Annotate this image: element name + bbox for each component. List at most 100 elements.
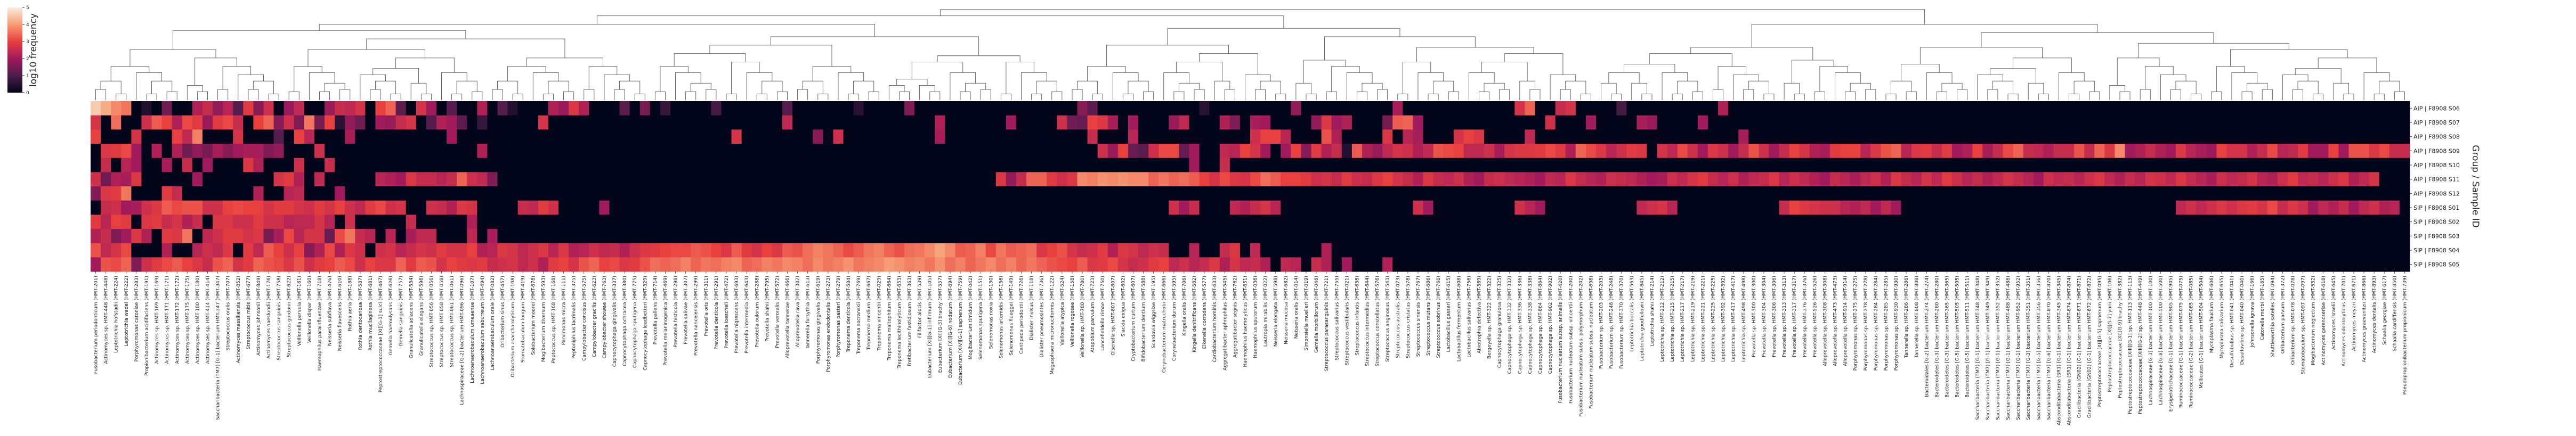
heatmap-cell — [2013, 158, 2024, 172]
heatmap-cell — [1443, 257, 1454, 272]
heatmap-cell — [1413, 229, 1423, 244]
heatmap-cell — [1148, 200, 1159, 215]
heatmap-cell — [2369, 158, 2380, 172]
heatmap-cell — [1179, 257, 1189, 272]
heatmap-cell — [1229, 200, 1241, 215]
heatmap-cell — [792, 144, 803, 159]
dendrogram-link — [1143, 91, 1154, 100]
heatmap-cell — [111, 115, 121, 130]
heatmap-cell — [1870, 144, 1881, 159]
heatmap-cell — [1067, 186, 1078, 201]
heatmap-cell — [579, 215, 589, 229]
heatmap-cell — [487, 158, 498, 172]
heatmap-cell — [1087, 257, 1098, 272]
heatmap-cell — [691, 200, 701, 215]
column-tick-label: Alloprevotella sp. HMT-308 (HMT-308) — [1822, 276, 1828, 366]
heatmap-cell — [1159, 186, 1169, 201]
heatmap-cell — [151, 200, 163, 215]
heatmap-cell — [1504, 172, 1515, 187]
heatmap-cell — [1473, 229, 1485, 244]
heatmap-cell — [751, 215, 763, 229]
heatmap-cell — [1463, 257, 1475, 272]
heatmap-cell — [863, 215, 874, 229]
heatmap-cell — [151, 144, 163, 159]
heatmap-cell — [843, 172, 854, 187]
heatmap-cell — [1392, 172, 1403, 187]
heatmap-cell — [1738, 144, 1749, 159]
heatmap-cell — [1647, 229, 1658, 244]
column-tick-label: Prevotella loescheii (HMT-472) — [724, 276, 730, 349]
heatmap-cell — [1931, 144, 1942, 159]
heatmap-cell — [1595, 186, 1607, 201]
heatmap-cell — [1240, 144, 1251, 159]
heatmap-cell — [1931, 129, 1942, 144]
column-tick-label: Kingella denitrificans (HMT-582) — [1192, 276, 1197, 352]
heatmap-cell — [1891, 115, 1902, 130]
dendrogram-link — [2262, 89, 2273, 100]
heatmap-cell — [1087, 101, 1098, 116]
heatmap-cell — [1677, 144, 1688, 159]
heatmap-cell — [1535, 144, 1546, 159]
heatmap-cell — [1769, 172, 1780, 187]
heatmap-cell — [2348, 229, 2360, 244]
heatmap-cell — [1962, 101, 1973, 116]
heatmap-cell — [782, 144, 793, 159]
column-tick-label: Peptostreptococcaceae [XI][G-7] yurii (H… — [2108, 276, 2113, 392]
heatmap-cell — [1911, 101, 1922, 116]
heatmap-cell — [1169, 229, 1179, 244]
heatmap-cell — [182, 129, 193, 144]
heatmap-cell — [2165, 115, 2176, 130]
heatmap-cell — [192, 144, 203, 159]
heatmap-cell — [1291, 129, 1301, 144]
column-tick-label: Centipeda periodontii (HMT-726) — [1019, 276, 1025, 354]
heatmap-cell — [1697, 172, 1708, 187]
heatmap-cell — [1291, 101, 1301, 116]
heatmap-cell — [619, 215, 630, 229]
heatmap-cell — [335, 144, 345, 159]
heatmap-cell — [1870, 101, 1881, 116]
heatmap-cell — [1240, 101, 1251, 116]
heatmap-cell — [528, 257, 539, 272]
heatmap-cell — [1575, 144, 1586, 159]
heatmap-cell — [406, 129, 417, 144]
heatmap-cell — [1219, 229, 1230, 244]
heatmap-cell — [731, 158, 742, 172]
heatmap-cell — [2003, 158, 2014, 172]
heatmap-cell — [650, 101, 661, 116]
heatmap-cell — [823, 229, 833, 244]
heatmap-cell — [2267, 215, 2278, 229]
heatmap-cell — [1382, 243, 1393, 258]
heatmap-cell — [1769, 115, 1780, 130]
heatmap-cell — [985, 215, 997, 229]
heatmap-cell — [681, 144, 691, 159]
heatmap-cell — [1372, 129, 1383, 144]
heatmap-cell — [1026, 101, 1037, 116]
heatmap-cell — [2379, 200, 2390, 215]
heatmap-cell — [619, 243, 630, 258]
heatmap-cell — [1260, 200, 1271, 215]
heatmap-cell — [2094, 172, 2105, 187]
heatmap-cell — [335, 257, 345, 272]
heatmap-cell — [965, 186, 976, 201]
heatmap-cell — [1728, 144, 1739, 159]
dendrogram-link — [129, 49, 216, 67]
heatmap-cell — [1036, 144, 1047, 159]
heatmap-cell — [101, 243, 111, 258]
heatmap-cell — [762, 243, 773, 258]
column-tick-label: Streptococcus sp. HMT-058 (HMT-058) — [440, 276, 445, 367]
dendrogram-link — [1926, 72, 1953, 100]
heatmap-cell — [1606, 115, 1617, 130]
heatmap-cell — [436, 215, 447, 229]
column-tick-label: Prevotella intermedia (HMT-643) — [744, 276, 750, 353]
heatmap-cell — [314, 200, 325, 215]
heatmap-cell — [1738, 101, 1749, 116]
column-tick-label: Capnocytophaga sp. HMT-902 (HMT-902) — [1548, 276, 1553, 374]
heatmap-cell — [1494, 229, 1505, 244]
heatmap-cell — [1453, 172, 1464, 187]
heatmap-cell — [1769, 243, 1780, 258]
heatmap-cell — [528, 144, 539, 159]
heatmap-cell — [1423, 243, 1434, 258]
heatmap-cell — [1311, 229, 1322, 244]
heatmap-cell — [792, 257, 803, 272]
